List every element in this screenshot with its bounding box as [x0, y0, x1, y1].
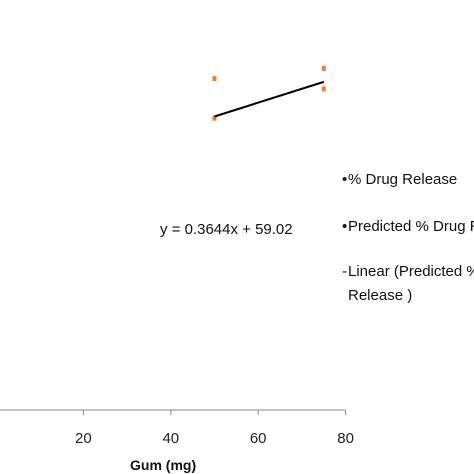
legend-symbol: -: [342, 263, 347, 280]
x-tick-label: 40: [162, 430, 179, 447]
x-tick-label: 80: [337, 430, 354, 447]
x-tick-label: 20: [75, 430, 92, 447]
legend: •% Drug Release•Predicted % Drug Release…: [342, 171, 474, 304]
axes: 20 40 60 80: [0, 409, 354, 447]
legend-entry-label: Predicted % Drug Release: [348, 218, 474, 235]
data-point-predicted: [212, 115, 217, 121]
data-point-predicted: [321, 86, 326, 92]
legend-entry-label: Release ): [348, 287, 412, 304]
trendline: [214, 80, 325, 118]
x-axis-title: Gum (mg): [130, 457, 196, 473]
legend-symbol: •: [342, 171, 347, 188]
legend-symbol: •: [342, 218, 347, 235]
plot-area: [212, 65, 326, 121]
data-point-predicted: [321, 65, 326, 71]
legend-entry-label: % Drug Release: [348, 171, 457, 188]
x-tick-label: 60: [250, 430, 267, 447]
trendline-equation: y = 0.3644x + 59.02: [160, 221, 293, 238]
data-point-predicted: [212, 76, 217, 82]
legend-entry-label: Linear (Predicted % Drug: [348, 263, 474, 280]
